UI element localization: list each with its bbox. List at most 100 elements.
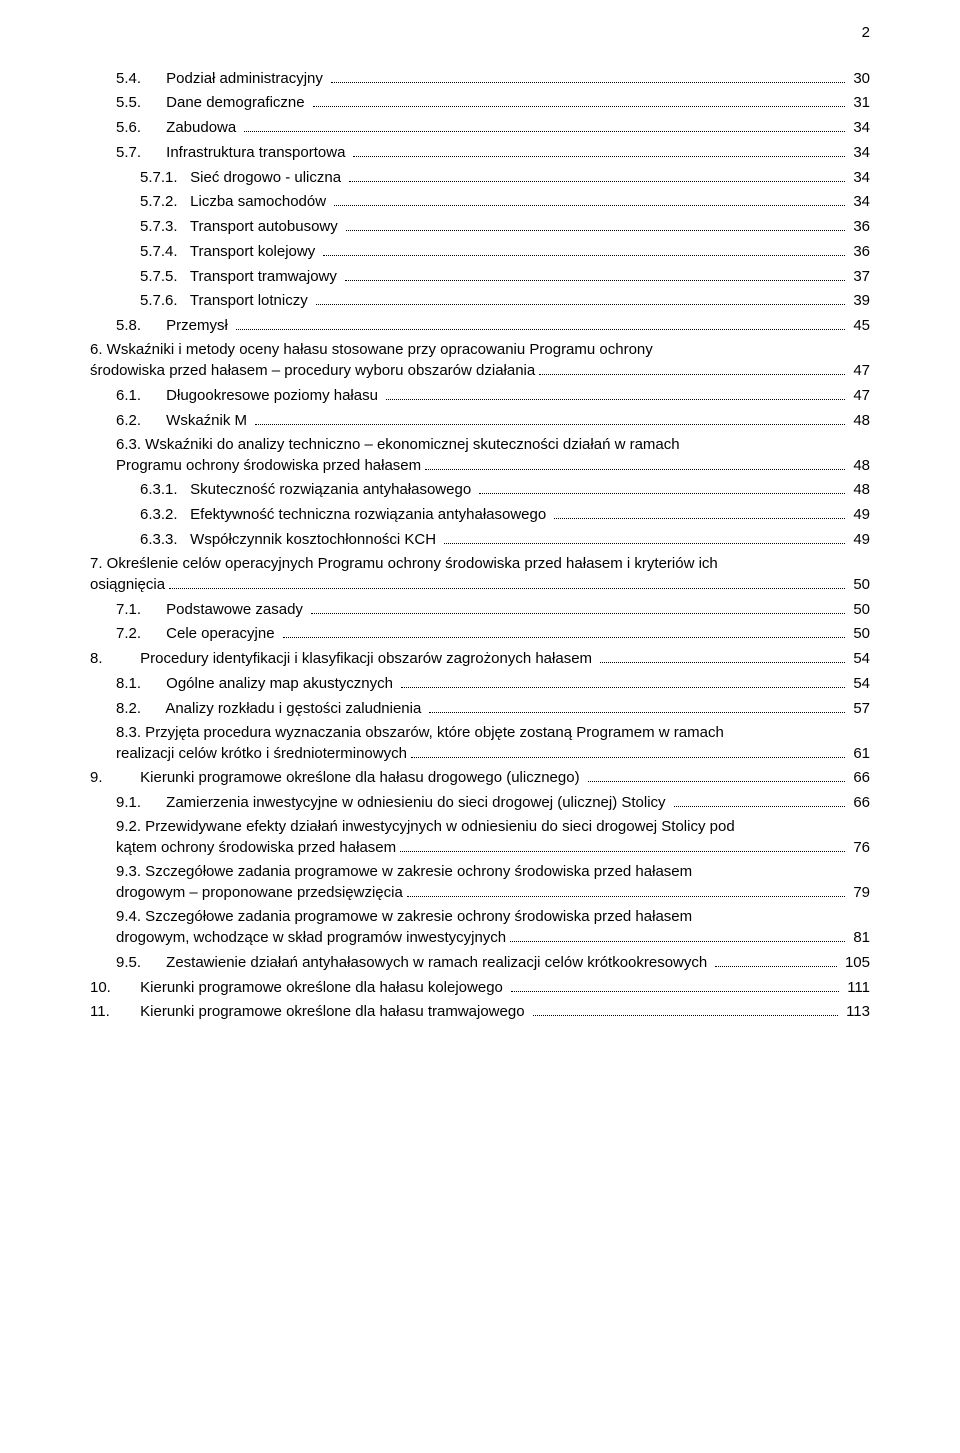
toc-leader	[588, 768, 846, 783]
toc-page-number: 34	[849, 143, 870, 163]
toc-page-number: 30	[849, 69, 870, 89]
toc-page-number: 47	[849, 386, 870, 406]
toc-entry-title: Cele operacyjne	[162, 625, 275, 642]
toc-entry-number: 5.5.	[116, 93, 162, 113]
toc-entry: 5.7.3. Transport autobusowy36	[90, 217, 870, 238]
toc-entry: 5.7.2. Liczba samochodów34	[90, 192, 870, 213]
toc-entry-number: 6.3.3.	[140, 530, 186, 550]
toc-entry-title: Współczynnik kosztochłonności KCH	[186, 531, 436, 548]
toc-leader	[674, 793, 846, 808]
toc-entry-title: Procedury identyfikacji i klasyfikacji o…	[136, 650, 592, 667]
toc-entry-continuation: Programu ochrony środowiska przed hałase…	[116, 456, 421, 476]
toc-entry-label: 6.1. Długookresowe poziomy hałasu	[116, 386, 382, 406]
toc-entry-continuation: środowiska przed hałasem – procedury wyb…	[90, 361, 535, 381]
toc-entry-number: 7.2.	[116, 624, 162, 644]
toc-entry: 7.2. Cele operacyjne50	[90, 624, 870, 645]
toc-page-number: 36	[849, 242, 870, 262]
toc-entry: 6. Wskaźniki i metody oceny hałasu stoso…	[90, 340, 870, 381]
toc-entry-number: 6.1.	[116, 386, 162, 406]
toc-page-number: 34	[849, 192, 870, 212]
toc-entry-title: Ogólne analizy map akustycznych	[162, 675, 393, 692]
toc-entry-number: 8.	[90, 649, 136, 669]
toc-entry-title: Transport autobusowy	[186, 218, 338, 235]
toc-entry-title: Sieć drogowo - uliczna	[186, 169, 341, 186]
toc-leader	[407, 883, 845, 898]
toc-entry-label: 9. Kierunki programowe określone dla hał…	[90, 768, 584, 788]
toc-entry-text: 9.4. Szczegółowe zadania programowe w za…	[116, 907, 870, 927]
toc-entry-label: 6.3.1. Skuteczność rozwiązania antyhałas…	[140, 480, 475, 500]
toc-leader	[554, 505, 845, 520]
toc-entry-label: 5.7.5. Transport tramwajowy	[140, 267, 341, 287]
toc-entry-text: 6.3. Wskaźniki do analizy techniczno – e…	[116, 435, 870, 455]
toc-entry: 6.3.3. Współczynnik kosztochłonności KCH…	[90, 529, 870, 550]
toc-page-number: 54	[849, 674, 870, 694]
toc-entry-number: 5.8.	[116, 316, 162, 336]
toc-entry-title: Zabudowa	[162, 119, 236, 136]
toc-leader	[510, 928, 845, 943]
toc-leader	[283, 624, 846, 639]
toc-page-number: 49	[849, 505, 870, 525]
toc-page-number: 48	[849, 456, 870, 476]
toc-page-number: 66	[849, 768, 870, 788]
toc-entry-title: Analizy rozkładu i gęstości zaludnienia	[162, 700, 421, 717]
toc-entry-lastline: drogowym, wchodzące w skład programów in…	[116, 928, 870, 949]
toc-leader	[331, 68, 845, 83]
toc-entry: 8.2. Analizy rozkładu i gęstości zaludni…	[90, 698, 870, 719]
toc-entry-title: Wskaźnik M	[162, 412, 247, 429]
toc-entry: 7.1. Podstawowe zasady50	[90, 599, 870, 620]
toc-entry-number: 9.	[90, 768, 136, 788]
toc-leader	[511, 977, 839, 992]
toc-entry-number: 8.1.	[116, 674, 162, 694]
toc-leader	[533, 1002, 839, 1017]
toc-leader	[386, 385, 845, 400]
toc-leader	[715, 952, 837, 967]
toc-entry-number: 5.7.	[116, 143, 162, 163]
toc-entry: 6.3.1. Skuteczność rozwiązania antyhałas…	[90, 480, 870, 501]
toc-page-number: 48	[849, 480, 870, 500]
toc-leader	[444, 529, 845, 544]
toc-entry: 6.1. Długookresowe poziomy hałasu 47	[90, 385, 870, 406]
toc-page-number: 76	[849, 838, 870, 858]
toc-page-number: 66	[849, 793, 870, 813]
toc-entry-continuation: drogowym – proponowane przedsięwzięcia	[116, 883, 403, 903]
toc-entry-title: Podział administracyjny	[162, 70, 323, 87]
toc-entry-title: Transport kolejowy	[186, 243, 315, 260]
toc-entry-text: 7. Określenie celów operacyjnych Program…	[90, 554, 870, 574]
toc-entry-label: 7.1. Podstawowe zasady	[116, 600, 307, 620]
toc-entry-label: 6.3.2. Efektywność techniczna rozwiązani…	[140, 505, 550, 525]
toc-entry-label: 5.7.6. Transport lotniczy	[140, 291, 312, 311]
toc-entry: 6.2. Wskaźnik M 48	[90, 410, 870, 431]
toc-entry-title: Kierunki programowe określone dla hałasu…	[136, 1003, 525, 1020]
toc-entry: 9.1. Zamierzenia inwestycyjne w odniesie…	[90, 793, 870, 814]
toc-entry-title: Zestawienie działań antyhałasowych w ram…	[162, 954, 707, 971]
toc-page-number: 39	[849, 291, 870, 311]
toc-entry-title: Infrastruktura transportowa	[162, 144, 345, 161]
toc-leader	[334, 192, 845, 207]
toc-leader	[600, 649, 845, 664]
toc-entry-text: 9.2. Przewidywane efekty działań inwesty…	[116, 817, 870, 837]
toc-entry-label: 5.5. Dane demograficzne	[116, 93, 309, 113]
toc-entry-number: 5.7.4.	[140, 242, 186, 262]
toc-page-number: 37	[849, 267, 870, 287]
toc-entry-label: 9.5. Zestawienie działań antyhałasowych …	[116, 953, 711, 973]
toc-entry-text: 9.3. Szczegółowe zadania programowe w za…	[116, 862, 870, 882]
toc-entry: 8.1. Ogólne analizy map akustycznych 54	[90, 673, 870, 694]
toc-entry-lastline: osiągnięcia50	[90, 574, 870, 595]
toc-entry-label: 5.4. Podział administracyjny	[116, 69, 327, 89]
toc-page-number: 48	[849, 411, 870, 431]
toc-entry-lastline: środowiska przed hałasem – procedury wyb…	[90, 361, 870, 382]
toc-entry-label: 5.7. Infrastruktura transportowa	[116, 143, 349, 163]
toc-entry-label: 6.2. Wskaźnik M	[116, 411, 251, 431]
toc-leader	[400, 838, 845, 853]
toc-entry-label: 10. Kierunki programowe określone dla ha…	[90, 978, 507, 998]
toc-entry: 9. Kierunki programowe określone dla hał…	[90, 768, 870, 789]
toc-entry-number: 5.7.3.	[140, 217, 186, 237]
toc-entry-number: 9.5.	[116, 953, 162, 973]
document-page: 2 5.4. Podział administracyjny305.5. Dan…	[0, 0, 960, 1453]
toc-entry-title: Zamierzenia inwestycyjne w odniesieniu d…	[162, 794, 666, 811]
toc-entry: 8. Procedury identyfikacji i klasyfikacj…	[90, 649, 870, 670]
toc-entry: 5.7. Infrastruktura transportowa 34	[90, 142, 870, 163]
toc-page-number: 105	[841, 953, 870, 973]
toc-entry: 5.7.5. Transport tramwajowy 37	[90, 266, 870, 287]
toc-entry: 5.8. Przemysł45	[90, 316, 870, 337]
